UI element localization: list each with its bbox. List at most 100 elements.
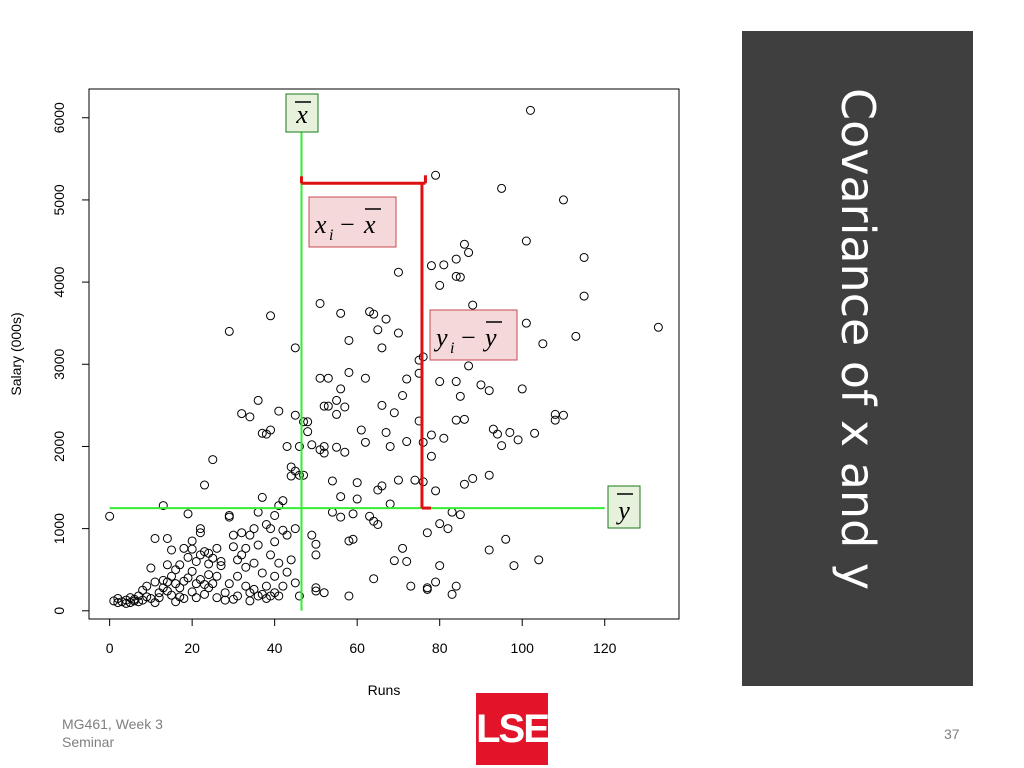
x-tick-label: 80 [432,640,448,656]
data-point [212,571,222,581]
data-point [451,415,461,425]
data-point [501,534,511,544]
data-point [249,584,259,594]
data-point [187,566,197,576]
data-point [208,579,218,589]
data-point [303,417,313,427]
lse-logo: LSE [476,693,550,765]
data-point [393,267,403,277]
data-point [200,480,210,490]
data-point [278,581,288,591]
y-tick-label: 6000 [51,102,67,133]
data-point [191,556,201,566]
data-point [435,561,445,571]
data-point [282,567,292,577]
data-point [356,425,366,435]
data-point [290,524,300,534]
data-point [249,558,259,568]
x-tick-label: 120 [593,640,617,656]
data-point [228,542,238,552]
data-point [327,476,337,486]
data-point [365,511,375,521]
data-point [303,427,313,437]
data-point [187,587,197,597]
data-point [492,429,502,439]
data-point [373,325,383,335]
data-point [431,577,441,587]
x-deviation-label-base: x [314,210,327,239]
x-bar-label-box [285,93,319,133]
footer-session-line: Seminar [62,734,115,750]
data-point [204,570,214,580]
plot-frame [88,88,680,620]
data-point [360,437,370,447]
data-point [307,530,317,540]
data-point [167,545,177,555]
data-point [484,470,494,480]
data-point [315,298,325,308]
x-tick-label: 40 [267,640,283,656]
data-point [233,571,243,581]
data-point [311,539,321,549]
data-point [538,339,548,349]
data-point [323,373,333,383]
data-point [212,593,222,603]
data-point [294,591,304,601]
y-tick-label: 3000 [51,348,67,379]
data-point [171,565,181,575]
data-point [290,410,300,420]
data-point [426,261,436,271]
data-point [352,478,362,488]
data-point [175,592,185,602]
data-point [385,499,395,509]
data-point [323,401,333,411]
data-point [348,534,358,544]
data-point [464,248,474,258]
data-point [653,322,663,332]
data-point [266,524,276,534]
data-point [558,195,568,205]
data-point [179,593,189,603]
data-point [455,510,465,520]
x-bar-label: x [285,93,319,133]
data-point [431,170,441,180]
data-point [253,507,263,517]
data-point [455,391,465,401]
data-point [216,561,226,571]
data-point [278,496,288,506]
data-point [431,486,441,496]
data-point [249,524,259,534]
data-point [187,544,197,554]
data-point [150,533,160,543]
data-point [439,260,449,270]
title-panel [742,31,973,686]
data-point [319,588,329,598]
data-point [220,595,230,605]
data-point [270,510,280,520]
data-point [146,563,156,573]
data-point [381,314,391,324]
y-tick-label: 4000 [51,266,67,297]
footer-course-info: MG461, Week 3 Seminar [62,715,163,751]
data-point [332,409,342,419]
data-point [200,589,210,599]
data-point [150,577,160,587]
data-point [435,280,445,290]
data-point [455,272,465,282]
data-point [398,390,408,400]
y-deviation-label-box [429,309,518,361]
y-bar-label-symbol: y [615,496,630,525]
data-point [261,581,271,591]
x-deviation-label-box [308,196,397,248]
data-point [270,571,280,581]
data-point [336,384,346,394]
data-point [327,507,337,517]
data-point [183,509,193,519]
data-point [208,553,218,563]
data-point [167,590,177,600]
data-point [311,550,321,560]
data-point [344,536,354,546]
x-bar-label-symbol: x [295,100,308,129]
data-point [488,424,498,434]
